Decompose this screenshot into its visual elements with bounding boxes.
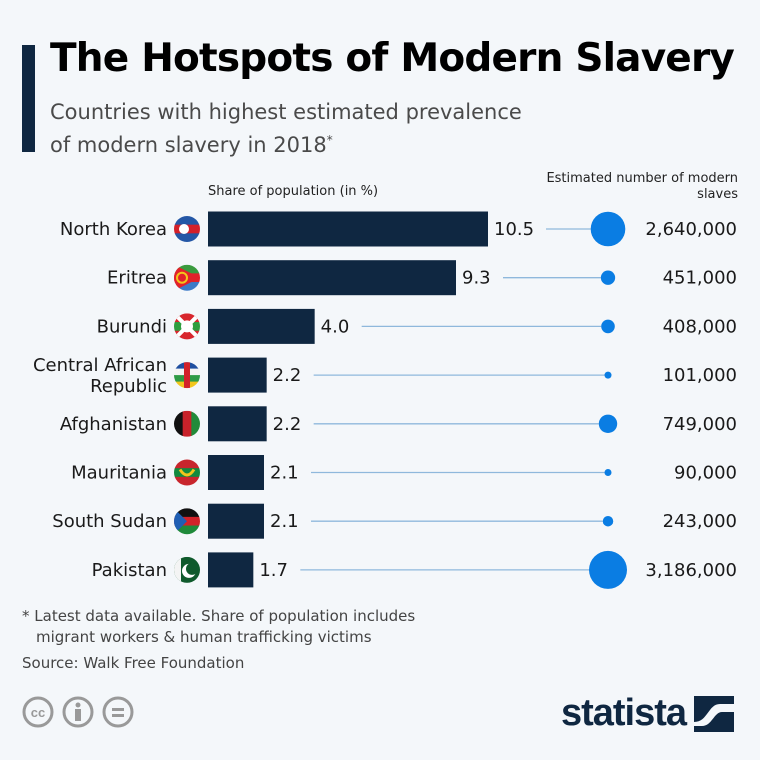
footnote: * Latest data available. Share of popula… <box>22 606 415 648</box>
subtitle-footnote-mark: * <box>326 133 333 147</box>
bubble-value-label: 101,000 <box>663 365 737 386</box>
bubble <box>604 371 612 379</box>
chart-title: The Hotspots of Modern Slavery <box>50 36 735 81</box>
license-icons: cc <box>22 696 134 728</box>
bubble-value-label: 3,186,000 <box>645 560 737 581</box>
bar-value-label: 2.2 <box>273 365 302 386</box>
category-label: Central African <box>33 355 167 376</box>
bar <box>208 503 264 539</box>
category-label: South Sudan <box>52 511 167 532</box>
bubble <box>598 414 618 434</box>
afghanistan-flag-icon <box>174 410 200 437</box>
category-label: Eritrea <box>107 268 167 289</box>
category-label: Republic <box>90 376 167 397</box>
by-icon[interactable] <box>62 696 94 728</box>
central-african-republic-flag-icon <box>174 362 200 389</box>
bubble-value-label: 749,000 <box>663 414 737 435</box>
source-text: Source: Walk Free Foundation <box>22 654 245 672</box>
category-label: Mauritania <box>71 463 167 484</box>
category-label: North Korea <box>60 219 167 240</box>
bubble-value-label: 243,000 <box>663 511 737 532</box>
bar <box>208 357 267 393</box>
statista-logo[interactable]: statista <box>561 692 734 735</box>
chart-plot: North Korea 10.5 2,640,000 Eritrea 9.3 451,00… <box>33 211 737 589</box>
bubble-axis-label: Estimated number of modern slaves <box>546 171 738 202</box>
footnote-line-1: * Latest data available. Share of popula… <box>22 607 416 625</box>
bar <box>208 211 488 247</box>
statista-logo-icon <box>694 695 734 732</box>
category-label: Pakistan <box>92 560 167 581</box>
burundi-flag-icon <box>174 313 200 340</box>
svg-text:cc: cc <box>31 705 45 720</box>
eritrea-flag-icon <box>174 264 200 291</box>
bar-value-label: 4.0 <box>321 316 350 337</box>
bar-value-label: 9.3 <box>462 268 491 289</box>
bubble-value-label: 2,640,000 <box>645 219 737 240</box>
subtitle-line-2: of modern slavery in 2018 <box>50 133 327 157</box>
bar <box>208 308 315 344</box>
subtitle-line-1: Countries with highest estimated prevale… <box>50 100 522 124</box>
bar-value-label: 2.1 <box>270 463 299 484</box>
bubble <box>590 211 626 247</box>
bar <box>208 406 267 442</box>
south-sudan-flag-icon <box>174 508 200 535</box>
bar <box>208 552 254 588</box>
bubble <box>604 469 612 476</box>
bar-value-label: 2.1 <box>270 511 299 532</box>
cc-icon[interactable]: cc <box>22 696 54 728</box>
footnote-line-2: migrant workers & human trafficking vict… <box>36 628 372 646</box>
title-accent-bar <box>22 45 35 152</box>
bar <box>208 455 264 490</box>
north-korea-flag-icon <box>174 216 200 242</box>
bubble <box>589 550 627 589</box>
bar-value-label: 2.2 <box>273 414 302 435</box>
mauritania-flag-icon <box>174 459 200 486</box>
bar-axis-label: Share of population (in %) <box>208 184 379 199</box>
chart-subtitle: Countries with highest estimated prevale… <box>50 98 650 159</box>
nd-icon[interactable] <box>102 696 134 728</box>
category-label: Burundi <box>97 316 167 337</box>
bubble <box>600 270 616 285</box>
category-label: Afghanistan <box>60 414 167 435</box>
bubble-value-label: 451,000 <box>663 268 737 289</box>
bar-value-label: 10.5 <box>494 219 534 240</box>
bar <box>208 260 456 296</box>
brand-name: statista <box>560 692 687 734</box>
bubble <box>602 515 614 527</box>
bubble-value-label: 408,000 <box>663 316 737 337</box>
pakistan-flag-icon <box>174 556 200 583</box>
bar-value-label: 1.7 <box>259 560 288 581</box>
bubble-value-label: 90,000 <box>674 463 737 484</box>
bubble <box>601 319 615 334</box>
